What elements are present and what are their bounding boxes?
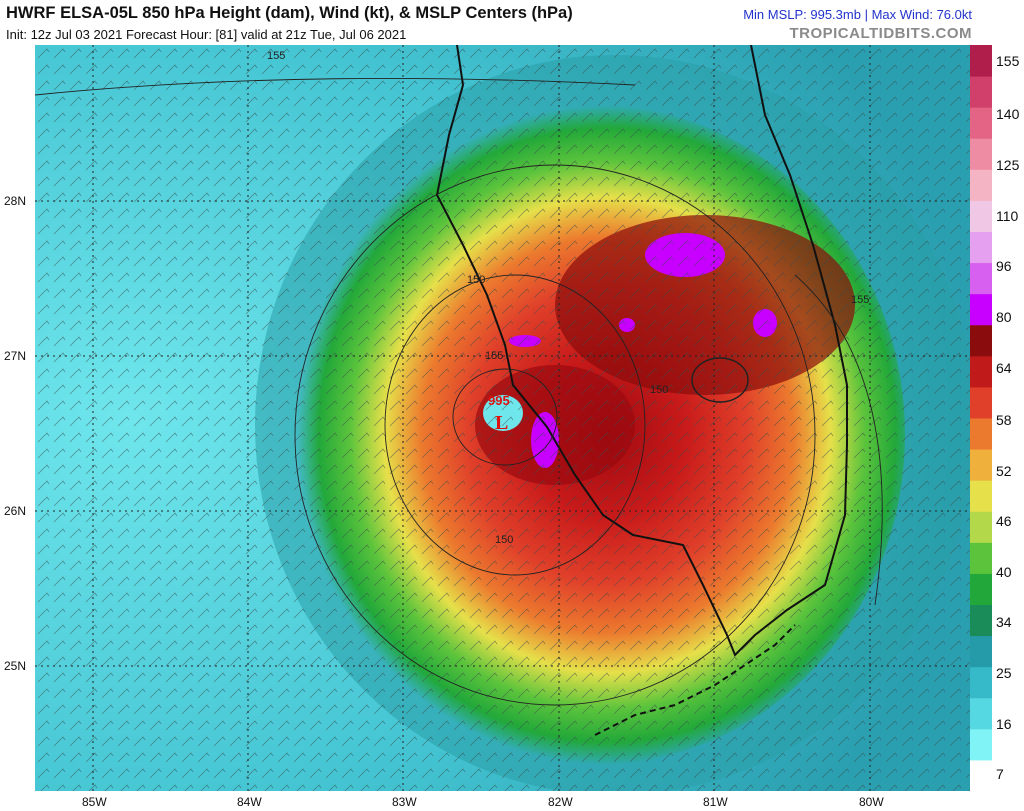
colorbar-label: 140 <box>996 106 1020 122</box>
lon-label-84w: 84W <box>237 795 262 809</box>
contour-label: 150 <box>650 384 668 396</box>
colorbar-label: 125 <box>996 157 1020 173</box>
lat-label-27n: 27N <box>4 349 27 363</box>
colorbar-band <box>970 573 992 605</box>
colorbar-label: 46 <box>996 513 1012 529</box>
contour-label: 150 <box>467 274 485 286</box>
colorbar-band <box>970 262 992 295</box>
colorbar-band <box>970 666 992 699</box>
lon-label-80w: 80W <box>859 795 884 809</box>
colorbar-band <box>970 759 992 791</box>
lat-label-28n: 28N <box>4 194 27 208</box>
colorbar-label: 80 <box>996 309 1012 325</box>
colorbar-label: 110 <box>996 208 1019 224</box>
contour-label: 155 <box>267 50 285 62</box>
colorbar-band <box>970 169 992 201</box>
chart-title: HWRF ELSA-05L 850 hPa Height (dam), Wind… <box>6 4 573 22</box>
colorbar-band <box>970 324 992 357</box>
colorbar-band <box>970 200 992 232</box>
colorbar-band <box>970 697 992 730</box>
colorbar-band <box>970 355 992 388</box>
colorbar-band <box>970 604 992 637</box>
colorbar-band <box>970 728 992 761</box>
lon-label-82w: 82W <box>548 795 573 809</box>
colorbar-band <box>970 138 992 170</box>
wind-colorbar <box>970 45 992 791</box>
lon-label-85w: 85W <box>82 795 107 809</box>
lake-okeechobee <box>691 357 749 403</box>
colorbar-band <box>970 511 992 543</box>
colorbar-band <box>970 418 992 450</box>
colorbar-label: 52 <box>996 463 1012 479</box>
graticule <box>35 45 970 791</box>
low-pressure-symbol: L <box>495 412 508 434</box>
init-forecast-line: Init: 12z Jul 03 2021 Forecast Hour: [81… <box>6 27 407 42</box>
site-brand: TROPICALTIDBITS.COM <box>789 25 972 42</box>
colorbar-band <box>970 449 992 481</box>
colorbar-band <box>970 293 992 326</box>
colorbar-band <box>970 542 992 574</box>
colorbar-band <box>970 635 992 668</box>
colorbar-label: 64 <box>996 360 1012 376</box>
colorbar-label: 25 <box>996 665 1012 681</box>
colorbar-label: 34 <box>996 614 1012 630</box>
colorbar-label: 7 <box>996 766 1004 782</box>
contour-label: 155 <box>851 294 869 306</box>
lat-label-25n: 25N <box>4 659 27 673</box>
colorbar-label: 96 <box>996 258 1012 274</box>
lon-label-81w: 81W <box>703 795 728 809</box>
florida-keys <box>594 624 796 736</box>
height-contours <box>35 77 883 706</box>
colorbar-band <box>970 107 992 139</box>
florida-coastline <box>435 45 848 657</box>
mslp-wind-stats: Min MSLP: 995.3mb | Max Wind: 76.0kt <box>743 7 972 22</box>
contour-label: 150 <box>495 534 513 546</box>
colorbar-label: 40 <box>996 564 1012 580</box>
weather-map: 155 150 150 150 155 155 995 L <box>35 45 970 791</box>
colorbar-label: 58 <box>996 412 1012 428</box>
colorbar-band <box>970 386 992 419</box>
colorbar-band <box>970 76 992 108</box>
colorbar-label: 155 <box>996 53 1020 69</box>
lat-label-26n: 26N <box>4 504 27 518</box>
colorbar-label: 16 <box>996 716 1012 732</box>
contour-label: 155 <box>485 350 503 362</box>
low-pressure-value: 995 <box>488 393 510 408</box>
colorbar-band <box>970 480 992 512</box>
lon-label-83w: 83W <box>392 795 417 809</box>
colorbar-band <box>970 231 992 264</box>
colorbar-band <box>970 45 992 77</box>
